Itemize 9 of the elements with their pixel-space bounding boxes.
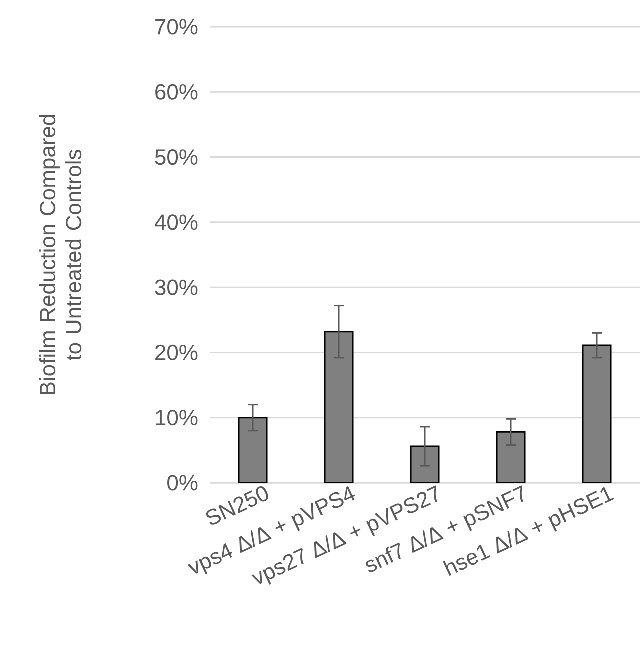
y-tick-label: 70% [156,19,198,35]
y-tick-label: 60% [156,84,198,100]
y-tick-label: 50% [155,149,198,166]
y-tick-label: 40% [155,214,198,230]
y-tick-label: 30% [155,280,198,296]
y-axis-title: Biofilm Reduction Compared to Untreated Controls [40,115,82,394]
y-tick-label: 0% [168,475,198,491]
y-tick-label: 10% [156,410,198,426]
y-tick-label: 20% [156,344,198,360]
